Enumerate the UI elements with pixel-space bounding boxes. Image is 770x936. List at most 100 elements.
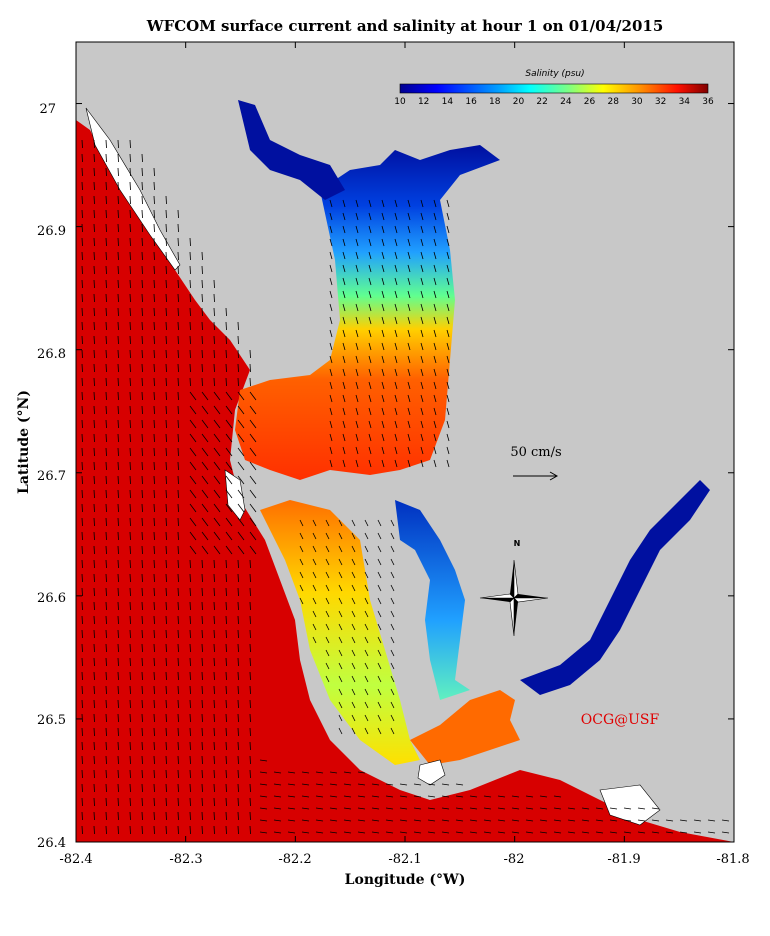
current-vector xyxy=(81,643,83,653)
current-vector xyxy=(342,316,346,325)
colorbar-label: 14 xyxy=(442,97,454,107)
current-vector xyxy=(129,251,131,261)
north-label: N xyxy=(514,539,521,548)
current-vector xyxy=(446,381,450,390)
current-vector xyxy=(377,532,382,540)
current-vector xyxy=(213,601,215,611)
current-vector xyxy=(213,713,215,723)
current-vector xyxy=(342,394,346,403)
current-vector xyxy=(342,420,346,429)
current-vector xyxy=(201,447,209,457)
current-vector xyxy=(225,377,227,387)
current-vector xyxy=(446,303,450,312)
current-vector xyxy=(165,195,167,205)
current-vector xyxy=(342,407,346,416)
current-vector xyxy=(177,209,179,219)
current-vector xyxy=(433,420,437,429)
current-vector xyxy=(105,167,107,177)
current-vector xyxy=(338,675,343,683)
current-vector xyxy=(355,212,359,221)
current-vector xyxy=(338,662,343,670)
current-vector xyxy=(201,265,203,275)
current-vector xyxy=(329,446,333,455)
current-vectors xyxy=(81,139,730,835)
current-vector xyxy=(299,597,304,605)
current-vector xyxy=(93,237,95,247)
current-vector xyxy=(511,831,520,834)
current-vector xyxy=(287,783,296,786)
current-vector xyxy=(141,223,143,233)
current-vector xyxy=(249,783,251,793)
current-vector xyxy=(117,657,119,667)
x-tick-label: -82.3 xyxy=(169,852,202,867)
current-vector xyxy=(105,293,107,303)
current-vector xyxy=(93,601,95,611)
current-vector xyxy=(129,335,131,345)
current-vector xyxy=(189,321,191,331)
current-vector xyxy=(377,701,382,709)
current-vector xyxy=(273,807,282,810)
current-vector xyxy=(81,223,83,233)
current-vector xyxy=(105,349,107,359)
current-vector xyxy=(273,771,282,774)
current-vector xyxy=(189,349,191,359)
current-vector xyxy=(329,420,333,429)
current-vector xyxy=(364,558,369,566)
current-vector xyxy=(287,819,296,822)
current-vector xyxy=(595,831,604,834)
current-vector xyxy=(342,433,346,442)
current-vector xyxy=(177,461,179,471)
current-vector xyxy=(707,819,716,822)
current-vector xyxy=(237,783,239,793)
current-vector xyxy=(455,831,464,834)
current-vector xyxy=(105,545,107,555)
current-vector xyxy=(351,532,356,540)
current-vector xyxy=(338,610,343,618)
current-vector xyxy=(225,755,227,765)
current-vector xyxy=(129,629,131,639)
current-vector xyxy=(141,643,143,653)
current-vector xyxy=(165,377,167,387)
current-vector xyxy=(237,573,239,583)
current-vector xyxy=(394,329,398,338)
current-vector xyxy=(237,503,245,513)
current-vector xyxy=(177,475,179,485)
current-vector xyxy=(364,688,369,696)
current-vector xyxy=(213,279,215,289)
current-vector xyxy=(129,769,131,779)
current-vector xyxy=(249,377,251,387)
current-vector xyxy=(249,629,251,639)
current-vector xyxy=(651,807,660,810)
colorbar-label: 30 xyxy=(631,97,643,107)
current-vector xyxy=(433,329,437,338)
current-vector xyxy=(117,811,119,821)
charlotte-harbor-water xyxy=(235,145,500,480)
current-vector xyxy=(213,545,221,555)
current-vector xyxy=(329,459,333,468)
current-vector xyxy=(153,181,155,191)
current-vector xyxy=(177,629,179,639)
current-vector xyxy=(225,321,227,331)
current-vector xyxy=(213,377,215,387)
current-vector xyxy=(105,713,107,723)
barrier-islands xyxy=(85,107,181,271)
current-vector xyxy=(117,461,119,471)
current-vector xyxy=(355,238,359,247)
current-vector xyxy=(189,279,191,289)
current-vector xyxy=(329,368,333,377)
current-vector xyxy=(117,685,119,695)
current-vector xyxy=(177,419,179,429)
current-vector xyxy=(679,831,688,834)
current-vector xyxy=(141,237,143,247)
current-vector xyxy=(381,381,385,390)
current-vector xyxy=(177,391,179,401)
current-vector xyxy=(201,419,209,429)
map-title: WFCOM surface current and salinity at ho… xyxy=(146,17,664,35)
current-vector xyxy=(189,461,197,471)
current-vector xyxy=(225,601,227,611)
current-vector xyxy=(177,755,179,765)
current-vector xyxy=(177,307,179,317)
current-vector xyxy=(105,461,107,471)
current-vector xyxy=(117,559,119,569)
current-vector xyxy=(368,264,372,273)
